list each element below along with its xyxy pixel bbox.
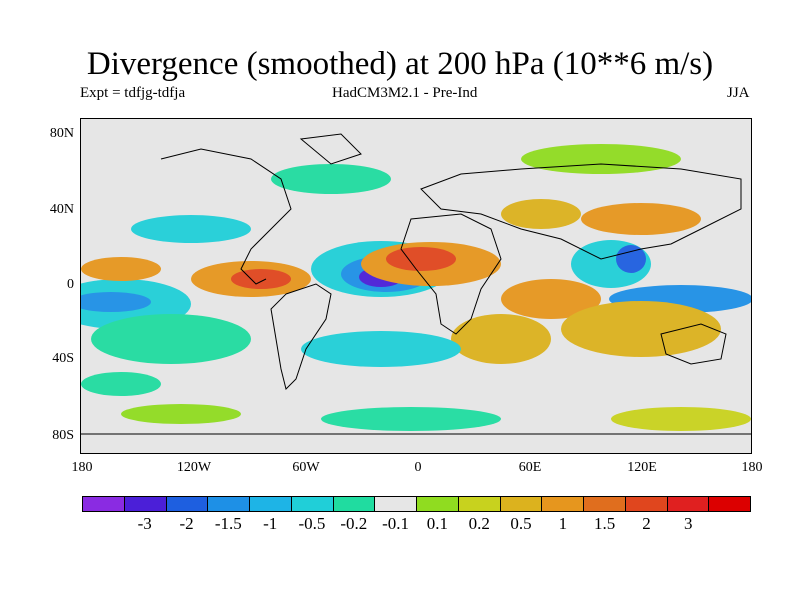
lat-tick-label: 80N: [49, 126, 74, 141]
colorbar-swatch: [542, 497, 584, 511]
colorbar-swatch: [124, 497, 167, 511]
colorbar-label: 1.5: [594, 514, 616, 533]
colorbar-swatch: [291, 497, 334, 511]
colorbar-swatch: [83, 497, 125, 511]
map-panel: [80, 118, 752, 454]
lon-tick-label: 120W: [176, 460, 212, 475]
colorbar-label: 0.5: [510, 514, 532, 533]
colorbar-label: -0.2: [340, 514, 368, 533]
colorbar-swatch: [375, 497, 417, 511]
divergence-field: [81, 144, 751, 431]
model-label: HadCM3M2.1 - Pre-Ind: [332, 85, 478, 101]
colorbar-swatch: [625, 497, 668, 511]
lat-tick-label: 40N: [49, 202, 74, 217]
colorbar-label: -3: [137, 514, 152, 533]
lon-tick-label: 180: [71, 460, 93, 475]
colorbar-label: -2: [179, 514, 194, 533]
colorbar-swatch: [333, 497, 376, 511]
colorbar-label: 0.1: [426, 514, 449, 533]
lon-tick-label: 120E: [627, 460, 657, 475]
lon-tick-label: 180: [741, 460, 763, 475]
lon-tick-label: 60W: [292, 460, 320, 475]
colorbar-label: 1: [558, 514, 568, 533]
colorbar-swatch: [208, 497, 250, 511]
colorbar-label: -1: [263, 514, 278, 533]
divergence-map: [81, 119, 751, 453]
colorbar-label: -0.5: [298, 514, 326, 533]
colorbar-swatch: [417, 497, 459, 511]
colorbar-label: 3: [684, 514, 693, 533]
coastlines: [81, 133, 751, 435]
colorbar-label: -1.5: [214, 514, 242, 533]
season-label: JJA: [727, 85, 750, 101]
colorbar-swatch: [458, 497, 501, 511]
colorbar: [82, 496, 751, 512]
lat-tick-label: 0: [67, 277, 74, 292]
colorbar-label: -0.1: [382, 514, 410, 533]
lon-tick-label: 0: [414, 460, 422, 475]
colorbar-swatch: [250, 497, 292, 511]
lat-tick-label: 80S: [52, 428, 74, 443]
colorbar-swatch: [667, 497, 710, 511]
chart-title: Divergence (smoothed) at 200 hPa (10**6 …: [86, 46, 714, 82]
lon-tick-label: 60E: [518, 460, 542, 475]
colorbar-swatch: [166, 497, 209, 511]
lat-tick-label: 40S: [52, 351, 74, 366]
colorbar-label: 0.2: [468, 514, 490, 533]
experiment-label: Expt = tdfjg-tdfja: [80, 85, 186, 101]
colorbar-swatch: [709, 497, 750, 511]
colorbar-swatch: [584, 497, 626, 511]
colorbar-swatch: [500, 497, 543, 511]
colorbar-label: 2: [642, 514, 651, 533]
